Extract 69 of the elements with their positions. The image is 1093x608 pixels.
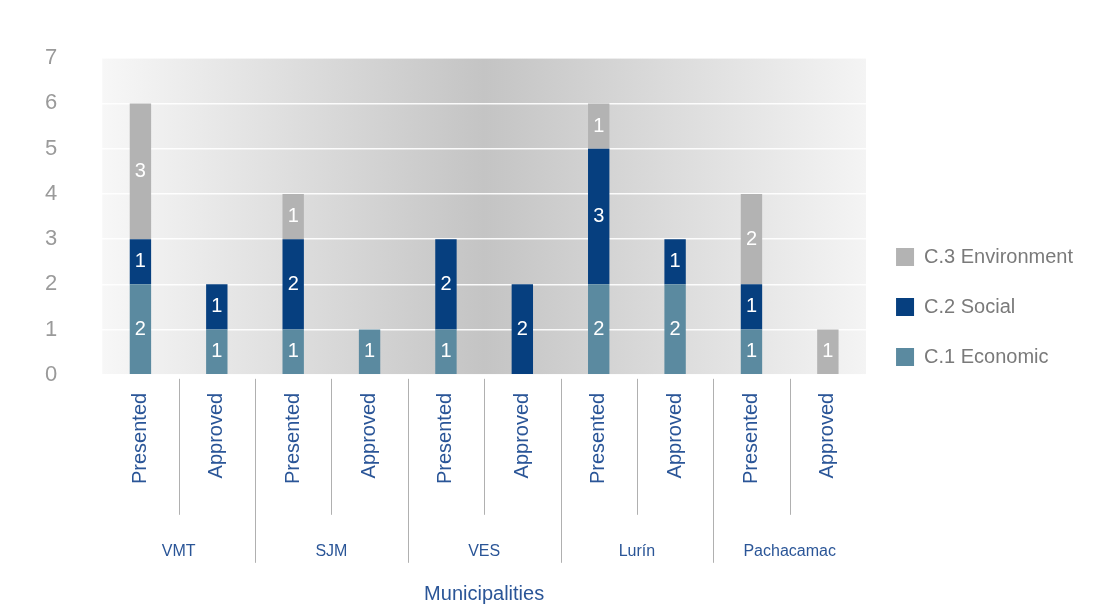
bar: [740, 329, 763, 375]
data-label: 2: [745, 226, 758, 249]
data-label: 2: [593, 316, 605, 339]
legend-label: C.1 Economic: [924, 344, 1049, 367]
data-label: 2: [516, 316, 528, 339]
bar: [282, 239, 304, 330]
text: VES: [468, 542, 501, 560]
y-tick-label: 3: [44, 225, 58, 251]
data-label: 1: [593, 113, 605, 136]
data-label: 1: [364, 339, 376, 362]
bar: [282, 193, 304, 240]
bar: [435, 239, 457, 330]
data-label: 1: [287, 204, 299, 227]
x-tick-label: Presented: [280, 392, 303, 484]
y-tick-label: 5: [44, 134, 58, 160]
legend-label: C.3 Environment: [924, 244, 1074, 267]
bar: [435, 329, 457, 375]
x-tick-label: Presented: [433, 392, 456, 484]
bar: [664, 239, 686, 285]
text: VMT: [161, 542, 196, 560]
text: Lurín: [618, 542, 656, 560]
x-tick-label: Approved: [662, 392, 685, 479]
bar: [511, 284, 534, 375]
bar: [740, 284, 763, 330]
y-tick-label: 6: [44, 89, 58, 115]
data-label: 3: [593, 204, 605, 227]
data-label: 1: [134, 249, 146, 272]
bar: [282, 329, 304, 375]
data-label: 3: [134, 158, 146, 181]
x-tick-label: Approved: [357, 392, 380, 479]
data-label: 1: [669, 249, 681, 272]
data-label: 1: [745, 339, 758, 362]
y-tick-label: 1: [44, 315, 58, 341]
data-label: 2: [134, 316, 146, 339]
data-label: 2: [440, 271, 452, 294]
data-label: 1: [287, 339, 299, 362]
data-label: 2: [669, 316, 681, 339]
data-label: 1: [440, 339, 452, 362]
data-label: 1: [745, 294, 758, 317]
text: SJM: [315, 542, 348, 560]
legend-label: C.2 Social: [924, 294, 1016, 317]
bar: [206, 329, 228, 375]
bar: [817, 329, 839, 375]
x-tick-label: Presented: [738, 392, 761, 484]
bar: [588, 284, 610, 375]
y-tick-label: 0: [44, 360, 58, 386]
data-label: 1: [211, 339, 223, 362]
bar: [740, 193, 763, 285]
y-tick-label: 4: [44, 179, 58, 205]
y-tick-label: 7: [44, 44, 58, 70]
text: Pachacamac: [743, 542, 836, 560]
x-tick-label: Approved: [815, 392, 838, 479]
x-axis-title: Municipalities: [424, 581, 545, 604]
bar: [664, 284, 686, 375]
bar: [588, 103, 610, 149]
bar: [206, 284, 228, 330]
x-tick-label: Presented: [127, 392, 150, 484]
x-tick-label: Approved: [509, 392, 532, 479]
x-tick-label: Presented: [586, 392, 609, 484]
data-label: 1: [822, 339, 834, 362]
bar: [129, 103, 152, 240]
data-label: 2: [287, 271, 299, 294]
bar: [129, 284, 152, 375]
bar: [588, 148, 610, 285]
bar: [129, 239, 152, 285]
bar: [358, 329, 381, 375]
data-label: 1: [211, 294, 223, 317]
y-tick-label: 2: [44, 270, 58, 296]
x-tick-label: Approved: [204, 392, 227, 479]
